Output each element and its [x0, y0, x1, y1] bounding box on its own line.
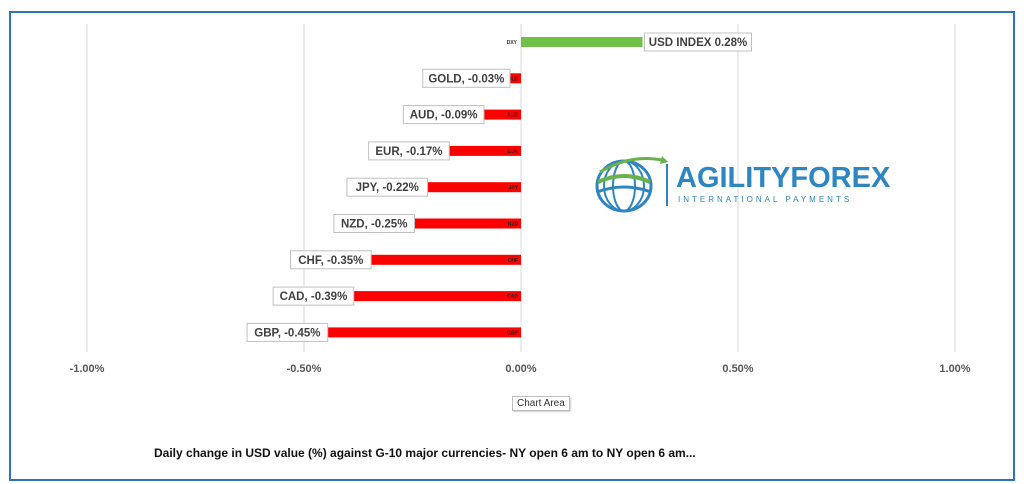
data-label-box [290, 250, 372, 270]
data-label-box [272, 286, 355, 306]
data-label-box [333, 214, 415, 233]
logo-divider [666, 164, 668, 206]
bar [412, 218, 521, 229]
category-label: AUD [507, 113, 518, 119]
bar [507, 73, 521, 84]
data-label: EUR, -0.17% [375, 146, 442, 158]
globe-logo-icon [595, 156, 668, 213]
data-label: JPY, -0.22% [356, 182, 419, 194]
data-label: GOLD, -0.03% [428, 73, 504, 85]
data-label-box [368, 141, 450, 161]
data-label-box [346, 177, 429, 197]
bar [481, 109, 521, 120]
category-label: EUR [507, 149, 518, 155]
category-label: JPY [509, 185, 519, 191]
bar [521, 37, 643, 47]
bar [369, 254, 521, 265]
chart-caption: Daily change in USD value (%) against G-… [154, 446, 696, 460]
data-label: NZD, -0.25% [341, 219, 407, 231]
data-label: AUD, -0.09% [410, 110, 478, 122]
x-tick-label: 0.00% [505, 363, 536, 375]
data-label: CHF, -0.35% [298, 255, 363, 267]
x-tick-label: 0.50% [722, 363, 753, 375]
bar [425, 182, 521, 193]
category-label: DXY [507, 40, 518, 46]
category-label: GBP [507, 330, 519, 336]
chart-area-tooltip: Chart Area [512, 396, 570, 411]
data-label-box [402, 105, 485, 125]
bar [325, 327, 521, 338]
data-label: GBP, -0.45% [254, 327, 320, 339]
logo-wordmark: AGILITYFOREX [676, 162, 891, 194]
data-label-box [422, 68, 511, 88]
logo-tagline: INTERNATIONAL PAYMENTS [678, 195, 853, 204]
data-label-box [246, 322, 329, 342]
bar [351, 291, 521, 302]
x-tick-label: -1.00% [70, 363, 105, 375]
x-tick-label: -0.50% [287, 363, 322, 375]
category-label: NZD [508, 222, 519, 228]
data-label: CAD, -0.39% [280, 291, 348, 303]
category-label: CAD [507, 294, 518, 300]
bar [447, 145, 521, 156]
category-label: GOLD [504, 76, 519, 82]
data-label: USD INDEX 0.28% [649, 37, 747, 49]
data-label-box [644, 32, 753, 52]
x-tick-label: 1.00% [939, 363, 970, 375]
agility-forex-logo: AGILITYFOREX INTERNATIONAL PAYMENTS [590, 152, 890, 216]
category-label: CHF [508, 258, 518, 264]
